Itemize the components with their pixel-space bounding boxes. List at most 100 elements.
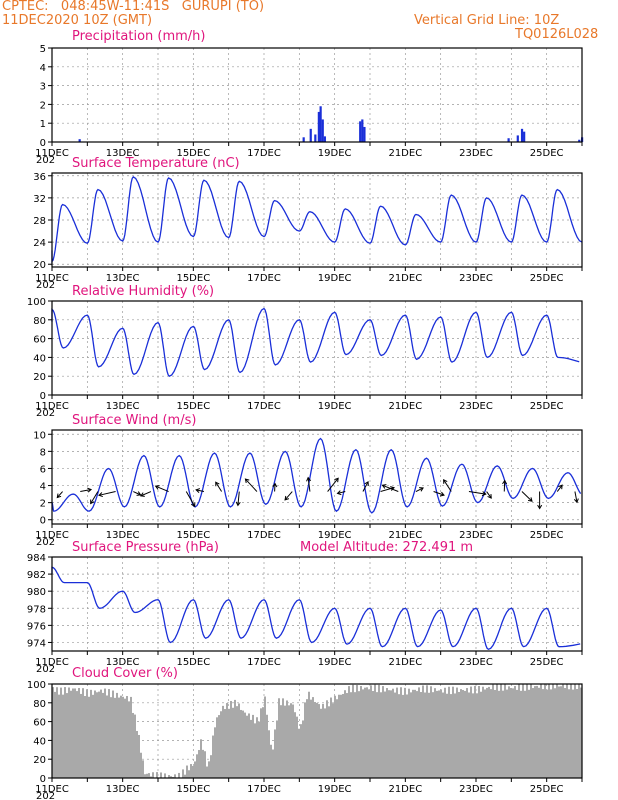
cloud-bar bbox=[304, 702, 306, 778]
cloud-bar bbox=[448, 686, 450, 778]
cloud-bar bbox=[468, 692, 470, 778]
temp-xtick-label: 11DEC bbox=[35, 273, 69, 284]
cloud-bar bbox=[340, 694, 342, 778]
cloud-bar bbox=[540, 684, 542, 778]
cloud-bar bbox=[250, 719, 252, 778]
cloud-bar bbox=[334, 695, 336, 778]
cloud-bar bbox=[578, 684, 580, 778]
cloud-bar bbox=[450, 694, 452, 778]
cloud-bar bbox=[508, 686, 510, 778]
cloud-bar bbox=[520, 690, 522, 778]
temp-xtick-label: 15DEC bbox=[176, 273, 210, 284]
precip-xtick-label: 25DEC bbox=[530, 148, 564, 159]
cloud-bar bbox=[408, 688, 410, 778]
wind-arrow bbox=[155, 485, 169, 492]
pres-ytick-label: 980 bbox=[27, 587, 46, 598]
cloud-bar bbox=[56, 687, 58, 778]
cloud-bar bbox=[560, 686, 562, 778]
cloud-bar bbox=[190, 764, 192, 778]
cloud-bar bbox=[504, 684, 506, 778]
wind-arrowhead bbox=[284, 495, 290, 501]
cloud-bar bbox=[320, 708, 322, 778]
cloud-bar bbox=[178, 772, 180, 778]
cloud-bar bbox=[564, 688, 566, 778]
temp-ytick-label: 24 bbox=[33, 238, 46, 249]
pres-xtick-label: 11DEC bbox=[35, 657, 69, 668]
cloud-bar bbox=[68, 687, 70, 778]
temp-ytick-label: 20 bbox=[33, 260, 46, 271]
cloud-bar bbox=[208, 761, 210, 778]
pres-ytick-label: 982 bbox=[27, 570, 46, 581]
cloud-bar bbox=[258, 721, 260, 778]
pres-annotation: Model Altitude: 272.491 m bbox=[300, 540, 473, 555]
header-datetime: 11DEC2020 10Z (GMT) bbox=[2, 13, 153, 28]
cloud-bar bbox=[140, 752, 142, 778]
cloud-bar bbox=[52, 687, 54, 778]
precip-bar bbox=[323, 136, 326, 142]
cloud-bar bbox=[386, 688, 388, 778]
temp-title: Surface Temperature (nC) bbox=[72, 156, 240, 171]
rh-ytick-label: 40 bbox=[33, 353, 46, 364]
cloud-bar bbox=[548, 684, 550, 778]
wind-arrowhead bbox=[98, 492, 103, 498]
precip-bar bbox=[363, 126, 366, 142]
cloud-bar bbox=[366, 687, 368, 778]
rh-ytick-label: 20 bbox=[33, 372, 46, 383]
wind-xtick-label: 11DEC bbox=[35, 530, 69, 541]
cloud-bar bbox=[226, 703, 228, 778]
cloud-bar bbox=[550, 689, 552, 778]
cloud-bar bbox=[142, 760, 144, 778]
wind-ytick-label: 4 bbox=[40, 482, 46, 493]
precip-bar bbox=[319, 106, 322, 142]
cloud-bar bbox=[92, 694, 94, 778]
cloud-bar bbox=[238, 703, 240, 778]
temp-ytick-label: 32 bbox=[33, 194, 46, 205]
cloud-bar bbox=[392, 688, 394, 778]
cloud-bar bbox=[182, 769, 184, 778]
precip-bar bbox=[321, 119, 324, 142]
precip-panel bbox=[48, 47, 584, 146]
cloud-bar bbox=[416, 691, 418, 778]
cloud-bar bbox=[76, 691, 78, 778]
wind-ytick-label: 2 bbox=[40, 499, 46, 510]
cloud-bar bbox=[472, 693, 474, 778]
cloud-bar bbox=[500, 684, 502, 778]
cloud-bar bbox=[410, 692, 412, 778]
cloud-bar bbox=[524, 690, 526, 778]
wind-arrow bbox=[433, 491, 445, 496]
cloud-bar bbox=[272, 749, 274, 778]
cloud-bar bbox=[58, 694, 60, 778]
cloud-bar bbox=[168, 775, 170, 778]
cloud-bar bbox=[152, 772, 154, 778]
cloud-bar bbox=[232, 707, 234, 778]
cloud-bar bbox=[396, 687, 398, 778]
cloud-bar bbox=[332, 703, 334, 778]
wind-arrowhead bbox=[87, 487, 93, 493]
cloud-bar bbox=[80, 693, 82, 778]
precip-xtick-label: 17DEC bbox=[247, 148, 281, 159]
temp-ytick-label: 28 bbox=[33, 216, 46, 227]
precip-ytick-label: 0 bbox=[40, 138, 46, 149]
cloud-bar bbox=[422, 685, 424, 778]
cloud-bar bbox=[338, 694, 340, 778]
cloud-xtick-label: 21DEC bbox=[388, 784, 422, 795]
wind-arrowhead bbox=[306, 476, 312, 482]
pres-frame bbox=[51, 556, 583, 652]
cloud-bar bbox=[558, 686, 560, 778]
wind-arrowhead bbox=[527, 497, 533, 502]
cloud-bar bbox=[438, 690, 440, 778]
wind-arrowhead bbox=[154, 485, 160, 490]
cloud-bar bbox=[432, 692, 434, 778]
cloud-bar bbox=[132, 712, 134, 778]
cloud-xtick-label: 17DEC bbox=[247, 784, 281, 795]
header-code: TQ0126L028 bbox=[515, 27, 599, 42]
precip-year-label: 202 bbox=[36, 155, 55, 166]
wind-xtick-label: 19DEC bbox=[318, 530, 352, 541]
wind-arrowhead bbox=[136, 491, 142, 496]
cloud-xtick-label: 25DEC bbox=[530, 784, 564, 795]
cloud-bar bbox=[576, 688, 578, 778]
cloud-ytick-label: 60 bbox=[33, 718, 46, 729]
cloud-bar bbox=[298, 728, 300, 778]
cloud-bar bbox=[72, 688, 74, 778]
pres-xtick-label: 21DEC bbox=[388, 657, 422, 668]
